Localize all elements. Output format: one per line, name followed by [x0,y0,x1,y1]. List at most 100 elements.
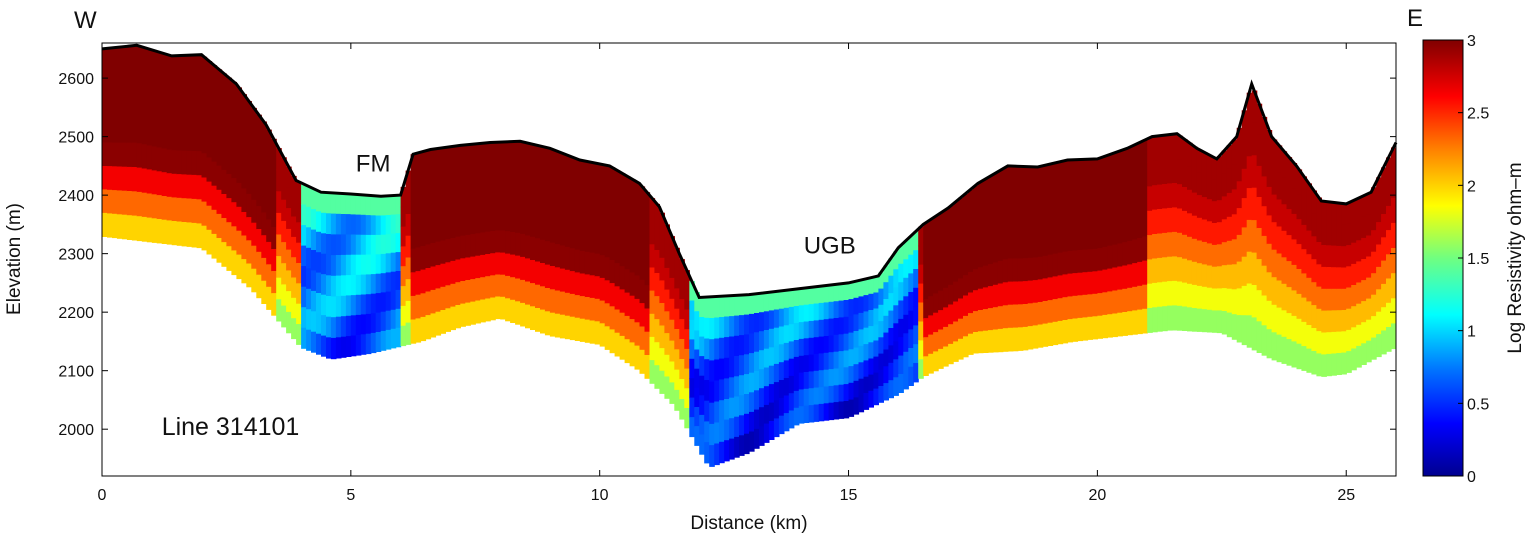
resistivity-cell [1266,158,1273,188]
resistivity-cell [186,222,193,247]
resistivity-cell [679,259,685,280]
resistivity-cell [151,74,158,100]
resistivity-cell [525,258,531,283]
resistivity-cell [520,256,526,281]
resistivity-cell [1157,282,1163,308]
resistivity-cell [445,170,451,194]
resistivity-cell [301,204,307,226]
resistivity-cell [1256,197,1263,229]
resistivity-cell [1366,235,1372,258]
resistivity-cell [1157,184,1163,210]
resistivity-cell [669,382,675,404]
y-tick-label: 2100 [58,364,94,381]
resistivity-cell [928,219,934,240]
resistivity-cell [729,295,735,317]
resistivity-cell [992,173,999,197]
resistivity-cell [500,296,506,320]
resistivity-cell [704,297,710,319]
resistivity-cell [1301,297,1307,323]
resistivity-cell [634,252,641,277]
resistivity-cell [455,191,461,215]
resistivity-cell [739,415,745,436]
resistivity-cell [500,164,506,187]
resistivity-cell [669,236,675,258]
resistivity-cell [1196,285,1203,310]
resistivity-cell [405,235,412,258]
resistivity-cell [908,310,914,330]
resistivity-cell [554,267,561,292]
resistivity-cell [1236,288,1243,316]
resistivity-cell [390,195,397,216]
resistivity-cell [953,281,959,303]
resistivity-cell [1321,201,1327,224]
resistivity-cell [1216,178,1223,201]
resistivity-cell [231,250,237,276]
resistivity-cell [390,214,397,235]
resistivity-cell [485,165,491,188]
resistivity-cell [1381,283,1387,308]
resistivity-cell [1082,294,1089,318]
resistivity-cell [350,194,357,215]
resistivity-cell [196,78,203,104]
resistivity-cell [1191,238,1198,263]
resistivity-cell [281,178,287,201]
resistivity-cell [126,142,133,168]
resistivity-cell [1251,90,1258,124]
resistivity-cell [1286,235,1293,262]
resistivity-cell [246,217,252,241]
resistivity-cell [1246,283,1253,316]
resistivity-cell [390,233,397,254]
resistivity-cell [694,407,700,427]
resistivity-cell [1132,168,1138,193]
resistivity-cell [714,317,720,340]
resistivity-cell [564,155,571,179]
resistivity-cell [1032,302,1039,326]
resistivity-cell [838,300,845,318]
resistivity-cell [425,291,432,316]
resistivity-cell [689,339,695,360]
resistivity-cell [1077,250,1084,274]
resistivity-cell [1102,178,1108,203]
resistivity-cell [793,323,800,341]
resistivity-cell [390,271,397,292]
resistivity-cell [276,299,282,322]
resistivity-cell [1042,233,1049,257]
colorbar-tick-label: 0.5 [1467,396,1489,413]
resistivity-cell [1102,246,1108,271]
resistivity-cell [639,349,646,374]
resistivity-cell [440,217,446,242]
resistivity-cell [1351,306,1357,328]
resistivity-cell [281,157,287,180]
resistivity-cell [933,235,939,256]
resistivity-cell [898,245,904,265]
resistivity-cell [1137,309,1143,335]
resistivity-cell [1102,292,1108,316]
resistivity-cell [330,337,337,360]
resistivity-cell [1107,291,1113,315]
resistivity-cell [112,213,118,239]
resistivity-cell [1201,309,1208,333]
resistivity-cell [330,255,337,277]
resistivity-cell [918,283,924,304]
resistivity-cell [296,242,302,264]
resistivity-cell [694,292,700,312]
resistivity-cell [1201,174,1208,198]
resistivity-cell [1361,259,1367,281]
resistivity-cell [1341,224,1347,247]
resistivity-cell [853,281,860,299]
resistivity-cell [1022,235,1029,259]
resistivity-cell [475,166,481,190]
resistivity-cell [231,105,237,131]
resistivity-cell [1132,192,1138,217]
colorbar-tick-label: 0 [1467,469,1476,486]
resistivity-cell [629,179,636,203]
resistivity-cell [146,73,153,98]
resistivity-cell [385,291,392,312]
resistivity-cell [291,236,297,258]
resistivity-cell [749,333,755,354]
resistivity-cell [1226,288,1233,314]
resistivity-cell [1047,232,1054,256]
resistivity-cell [729,377,735,399]
resistivity-cell [206,157,213,183]
resistivity-cell [121,94,128,120]
